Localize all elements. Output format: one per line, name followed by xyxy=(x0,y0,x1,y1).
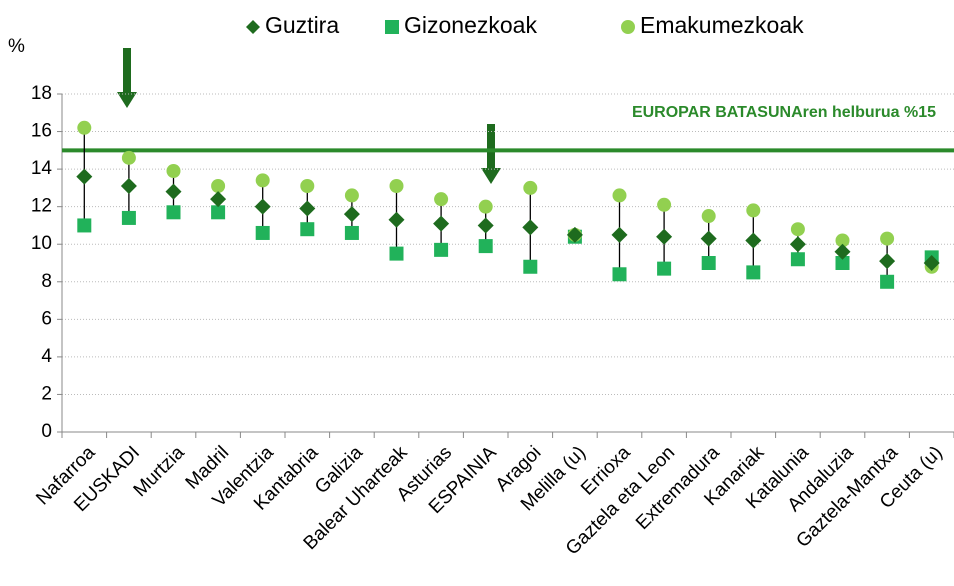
diamond-marker xyxy=(611,226,628,243)
diamond-marker xyxy=(879,253,896,270)
legend-label: Emakumezkoak xyxy=(640,12,804,38)
diamond-marker xyxy=(76,168,93,185)
legend-marker xyxy=(246,20,260,34)
diamond-marker xyxy=(834,243,851,260)
arrow xyxy=(117,48,501,184)
square-marker xyxy=(612,267,627,282)
diamond-marker xyxy=(656,228,673,245)
x-tick-label: Murtzia xyxy=(130,442,189,501)
diamond-marker xyxy=(343,206,360,223)
square-marker xyxy=(300,222,315,237)
circle-marker xyxy=(121,150,136,165)
legend-label: Guztira xyxy=(265,12,339,38)
circle-marker xyxy=(478,199,493,214)
circle-marker xyxy=(211,179,226,194)
target-label: EUROPAR BATASUNAren helburua %15 xyxy=(632,104,936,121)
circle-marker xyxy=(835,233,850,248)
y-tick-label: 12 xyxy=(31,196,52,217)
diamond-marker xyxy=(700,230,717,247)
y-tick-label: 2 xyxy=(41,383,52,404)
diamond-marker xyxy=(433,215,450,232)
y-tick-label: 4 xyxy=(41,346,52,367)
y-tick-label: 0 xyxy=(41,421,52,442)
circle-marker xyxy=(389,179,404,194)
square-marker xyxy=(835,256,850,270)
square-marker xyxy=(790,252,805,267)
circle-marker xyxy=(657,197,672,212)
diamond-marker xyxy=(120,178,137,195)
diamond-marker xyxy=(566,226,583,243)
circle-marker xyxy=(523,180,538,195)
diamond-marker xyxy=(388,211,405,228)
diamond-marker xyxy=(210,191,227,208)
y-tick-label: 6 xyxy=(41,308,52,329)
y-axis-label: % xyxy=(8,36,25,57)
square-marker xyxy=(657,261,672,276)
square-marker xyxy=(746,265,761,280)
square-marker xyxy=(77,218,92,233)
square-marker xyxy=(523,259,538,274)
diamond-marker xyxy=(254,198,271,215)
circle-marker xyxy=(790,222,805,237)
legend-marker xyxy=(385,20,399,34)
y-tick-label: 8 xyxy=(41,271,52,292)
y-tick-label: 18 xyxy=(31,83,52,104)
circle-marker xyxy=(701,209,716,224)
square-marker xyxy=(389,246,404,261)
circle-marker xyxy=(344,188,359,203)
square-marker xyxy=(478,239,493,254)
diamond-marker xyxy=(789,236,806,253)
square-marker xyxy=(121,210,136,225)
circle-marker xyxy=(166,163,181,178)
square-marker xyxy=(344,225,359,240)
circle-marker xyxy=(612,188,627,203)
circle-marker xyxy=(77,120,92,135)
square-marker xyxy=(434,242,449,257)
diamond-marker xyxy=(522,219,539,236)
circle-marker xyxy=(255,173,270,188)
diamond-marker xyxy=(923,255,940,271)
square-marker xyxy=(880,274,895,289)
y-tick-label: 16 xyxy=(31,121,52,142)
circle-marker xyxy=(880,231,895,246)
circle-marker xyxy=(746,203,761,218)
y-tick-label: 10 xyxy=(31,233,52,254)
square-marker xyxy=(211,205,226,220)
square-marker xyxy=(166,205,181,220)
y-tick-label: 14 xyxy=(31,158,53,179)
legend-marker xyxy=(621,20,635,34)
diamond-marker xyxy=(165,183,182,200)
diamond-marker xyxy=(745,232,762,249)
legend-label: Gizonezkoak xyxy=(404,12,537,38)
circle-marker xyxy=(434,192,449,207)
diamond-marker xyxy=(299,200,316,217)
diamond-marker xyxy=(477,217,494,234)
square-marker xyxy=(701,256,716,270)
circle-marker xyxy=(300,179,315,194)
square-marker xyxy=(255,225,270,240)
